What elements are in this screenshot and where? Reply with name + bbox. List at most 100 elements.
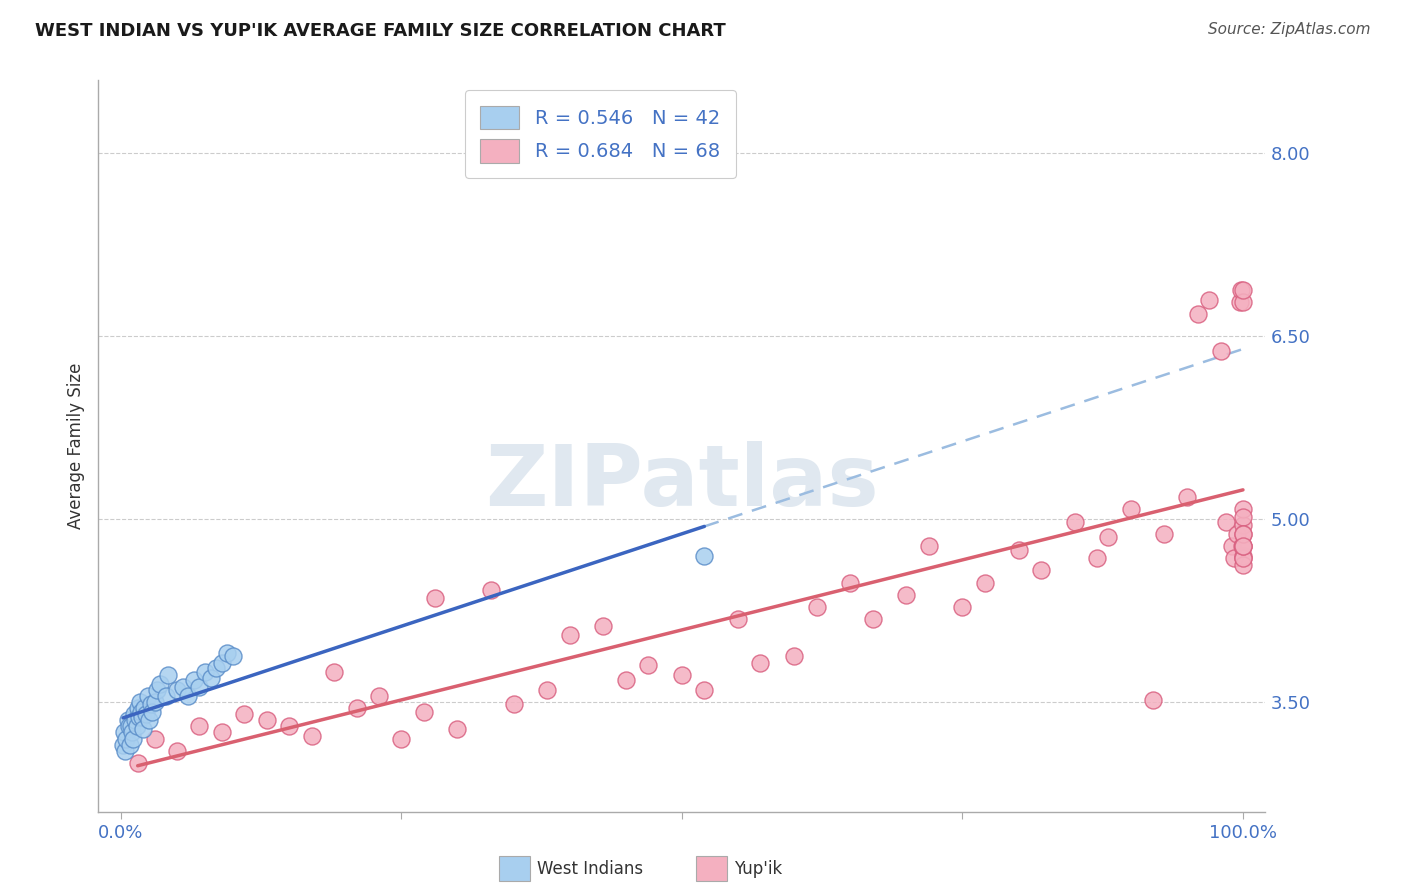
Point bbox=[131, 709, 153, 723]
Point bbox=[129, 705, 152, 719]
Point bbox=[1209, 343, 1232, 358]
Point bbox=[134, 701, 156, 715]
Point bbox=[1119, 502, 1142, 516]
Point bbox=[278, 719, 301, 733]
Text: ZIPatlas: ZIPatlas bbox=[485, 441, 879, 524]
Point bbox=[806, 599, 828, 614]
Point bbox=[1097, 531, 1119, 545]
Point bbox=[918, 539, 941, 553]
Point bbox=[222, 648, 245, 663]
Y-axis label: Average Family Size: Average Family Size bbox=[66, 363, 84, 529]
Point bbox=[156, 668, 179, 682]
Point bbox=[952, 599, 974, 614]
Point bbox=[558, 628, 581, 642]
Point bbox=[124, 714, 146, 728]
Text: West Indians: West Indians bbox=[537, 860, 643, 878]
Text: WEST INDIAN VS YUP'IK AVERAGE FAMILY SIZE CORRELATION CHART: WEST INDIAN VS YUP'IK AVERAGE FAMILY SIZ… bbox=[35, 22, 725, 40]
Point bbox=[862, 612, 884, 626]
Point bbox=[127, 701, 149, 715]
Point bbox=[125, 719, 148, 733]
Point bbox=[1229, 283, 1251, 297]
Point bbox=[211, 725, 233, 739]
Point bbox=[118, 738, 141, 752]
Point bbox=[1232, 509, 1254, 524]
Point bbox=[839, 575, 862, 590]
Point bbox=[749, 656, 772, 670]
Point bbox=[346, 701, 368, 715]
Point bbox=[205, 661, 228, 675]
Point bbox=[1007, 542, 1029, 557]
Point bbox=[1232, 283, 1254, 297]
Text: Yup'ik: Yup'ik bbox=[734, 860, 782, 878]
Point bbox=[115, 731, 138, 746]
Point bbox=[1232, 539, 1254, 553]
Point bbox=[1215, 515, 1237, 529]
Point bbox=[217, 646, 239, 660]
Point bbox=[389, 731, 412, 746]
Point bbox=[112, 738, 135, 752]
Point bbox=[127, 756, 149, 770]
Point bbox=[1232, 551, 1254, 566]
Point bbox=[143, 731, 166, 746]
Point bbox=[1223, 551, 1246, 566]
Point bbox=[1232, 558, 1254, 573]
Point bbox=[1198, 293, 1220, 307]
Point bbox=[146, 682, 169, 697]
Point bbox=[1063, 515, 1085, 529]
Point bbox=[614, 673, 637, 687]
Point bbox=[1085, 551, 1108, 566]
Point bbox=[188, 681, 211, 695]
Point bbox=[1175, 490, 1198, 504]
Point bbox=[446, 722, 468, 736]
Point bbox=[1153, 526, 1175, 541]
Point bbox=[1230, 539, 1253, 553]
Point bbox=[1232, 502, 1254, 516]
Point bbox=[155, 689, 177, 703]
Point bbox=[1232, 539, 1254, 553]
Point bbox=[412, 705, 434, 719]
Point bbox=[1220, 539, 1243, 553]
Point bbox=[783, 648, 806, 663]
Point bbox=[128, 709, 150, 723]
Point bbox=[117, 714, 139, 728]
Point bbox=[637, 658, 659, 673]
Point bbox=[1232, 549, 1254, 563]
Point bbox=[118, 719, 141, 733]
Point bbox=[1232, 295, 1254, 310]
Point bbox=[135, 707, 157, 722]
Point bbox=[136, 689, 159, 703]
Point bbox=[132, 722, 155, 736]
Point bbox=[188, 719, 211, 733]
Point bbox=[166, 744, 188, 758]
Point bbox=[323, 665, 346, 679]
Point bbox=[141, 705, 163, 719]
Point bbox=[124, 707, 146, 722]
Text: Source: ZipAtlas.com: Source: ZipAtlas.com bbox=[1208, 22, 1371, 37]
Point bbox=[1232, 551, 1254, 566]
Point bbox=[693, 682, 716, 697]
Point bbox=[479, 582, 502, 597]
Point bbox=[1232, 518, 1254, 533]
Point bbox=[301, 729, 323, 743]
Point bbox=[368, 689, 391, 703]
Point bbox=[200, 671, 222, 685]
Point bbox=[120, 719, 142, 733]
Point bbox=[149, 677, 172, 691]
Point bbox=[536, 682, 558, 697]
Point bbox=[896, 588, 918, 602]
Legend: R = 0.546   N = 42, R = 0.684   N = 68: R = 0.546 N = 42, R = 0.684 N = 68 bbox=[465, 90, 735, 178]
Point bbox=[194, 665, 217, 679]
Point bbox=[592, 619, 614, 633]
Point bbox=[1142, 692, 1164, 706]
Point bbox=[129, 695, 152, 709]
Point bbox=[233, 707, 256, 722]
Point bbox=[143, 695, 166, 709]
Point bbox=[121, 725, 143, 739]
Point bbox=[693, 549, 716, 563]
Point bbox=[1029, 563, 1052, 577]
Point bbox=[114, 744, 136, 758]
Point bbox=[1232, 526, 1254, 541]
Point bbox=[141, 698, 163, 712]
Point bbox=[727, 612, 749, 626]
Point bbox=[423, 591, 446, 606]
